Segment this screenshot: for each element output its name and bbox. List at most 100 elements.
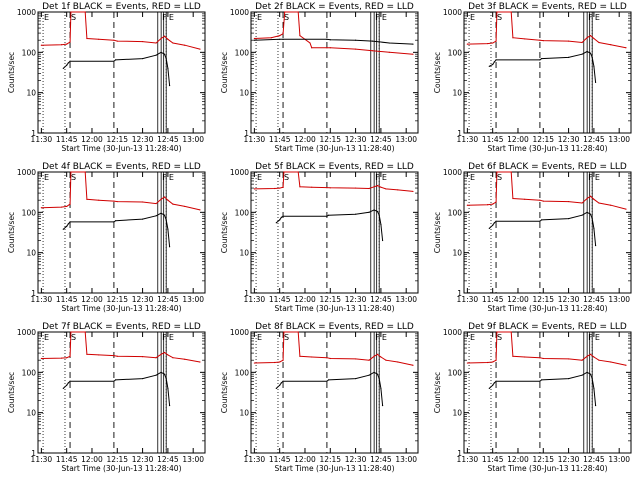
lld-point [274,361,276,364]
events-point [354,213,357,215]
lld-point [610,204,612,206]
lld-point [98,354,100,356]
lld-point [524,198,526,200]
lld-point [167,38,169,40]
events-point [495,380,497,382]
lld-point [593,198,595,200]
events-point [280,216,282,218]
events-point [539,380,541,382]
lld-point [539,199,541,201]
lld-point [329,187,331,189]
events-point [380,387,382,389]
x-tick-label: 11:30 [457,455,479,464]
lld-point [495,359,497,361]
lld-point [282,186,284,188]
panel-title: Det 4f BLACK = Events, RED = LLD [42,162,201,172]
event-marker-label: S [497,173,502,182]
y-axis-label: Counts/sec [433,52,442,93]
panel-title: Det 7f BLACK = Events, RED = LLD [42,322,201,332]
events-point [368,211,370,213]
y-tick-label: 100 [235,208,250,217]
lld-point [567,358,570,360]
events-point [114,379,117,381]
panel-det-6: Det 6f BLACK = Events, RED = LLD 1 10 100 10… [433,162,632,313]
y-axis-label: Counts/sec [433,372,442,413]
lld-point [581,359,583,361]
plot-frame [37,331,206,454]
event-marker-label: E [44,13,49,22]
lld-point [253,188,255,190]
lld-point [98,199,100,201]
lld-point [160,353,162,355]
event-marker-label: F [588,173,593,182]
y-tick-label: 1 [244,129,249,138]
events-point [594,244,597,247]
lld-point [542,357,544,360]
plot-frame [250,171,419,294]
x-tick-label: 12:45 [370,295,392,304]
lld-point [524,356,526,358]
events-point [67,62,69,64]
x-tick-label: 11:30 [457,295,479,304]
lld-point [172,203,174,205]
panel-title: Det 9f BLACK = Events, RED = LLD [468,322,627,332]
events-point [163,214,166,216]
x-tick-label: 12:30 [345,135,367,144]
lld-point [66,43,68,45]
event-marker-label: S [71,333,76,342]
events-series-line [275,371,384,406]
lld-point [167,199,169,201]
event-marker-label: E [257,13,262,22]
event-marker-label: S [284,173,289,182]
lld-point [299,186,301,188]
events-point [493,382,495,384]
events-point [279,384,281,386]
y-tick-label: 1 [457,129,462,138]
x-tick-label: 12:45 [157,295,179,304]
lld-series-line [254,331,414,366]
lld-point [61,206,63,208]
event-marker-label: F [162,333,167,342]
lld-point [66,357,68,359]
lld-point [598,359,600,361]
lld-point [66,205,68,208]
lld-point [282,359,284,361]
events-point [380,223,382,226]
lld-point [380,186,382,188]
lld-point [86,353,88,355]
event-marker-label: E [257,173,262,182]
x-tick-label: 11:45 [56,455,78,464]
y-tick-label: 1 [244,289,249,298]
y-tick-label: 100 [448,368,463,377]
panel-det-4: Det 4f BLACK = Events, RED = LLD 1 10 100 10… [7,162,206,313]
y-tick-label: 1 [31,449,36,458]
lld-point [184,358,186,360]
events-point [381,404,384,407]
lld-point [172,357,174,359]
lld-point [309,42,311,44]
y-tick-label: 100 [235,368,250,377]
event-marker-label: E [44,173,49,182]
x-tick-label: 12:15 [106,295,128,304]
lld-point [589,353,592,355]
events-point [493,61,495,63]
lld-point [625,47,627,49]
x-tick-label: 13:00 [608,295,630,304]
events-point [540,57,543,60]
y-tick-label: 1000 [230,328,249,337]
lld-point [326,47,328,49]
lld-point [510,171,512,173]
events-point [282,215,284,217]
y-axis-label: Counts/sec [220,212,229,253]
panel-det-7: Det 7f BLACK = Events, RED = LLD 1 10 100 10… [7,322,206,473]
lld-point [397,361,399,363]
x-axis-label: Start Time (30-Jun-13 11:28:40) [62,304,182,313]
y-tick-label: 100 [22,368,37,377]
events-point [412,43,414,45]
x-tick-label: 12:30 [558,455,580,464]
x-tick-label: 12:45 [157,135,179,144]
lld-point [373,355,375,357]
lld-point [524,38,526,40]
events-point [141,218,144,220]
events-point [279,38,281,40]
